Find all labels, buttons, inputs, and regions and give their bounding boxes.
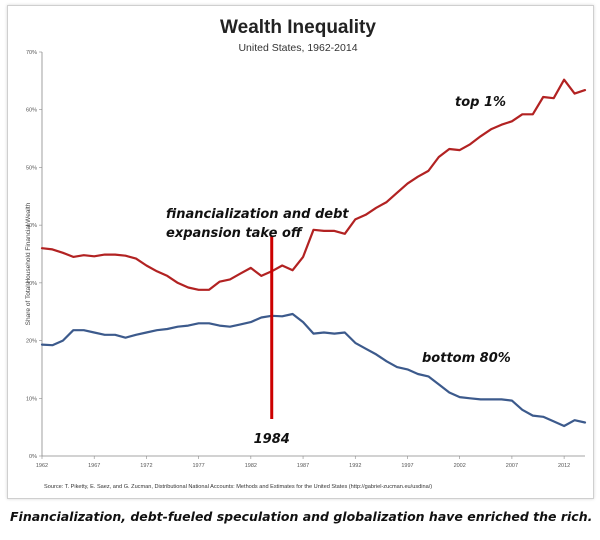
x-tick-label: 1992 bbox=[349, 463, 361, 469]
series-line-top-1pct bbox=[40, 78, 587, 291]
top-1pct-label: top 1% bbox=[455, 95, 506, 110]
x-tick-label: 1987 bbox=[297, 463, 309, 469]
x-tick-label: 2002 bbox=[454, 463, 466, 469]
y-tick-label: 20% bbox=[26, 339, 37, 345]
event-year-label: 1984 bbox=[254, 432, 290, 447]
x-tick-label: 1997 bbox=[401, 463, 413, 469]
chart-title: Wealth Inequality bbox=[220, 17, 376, 38]
chart-canvas: Wealth Inequality United States, 1962-20… bbox=[25, 17, 587, 490]
annotations-group: financialization and debt expansion take … bbox=[166, 95, 511, 447]
x-tick-label: 1977 bbox=[193, 463, 205, 469]
y-tick-label: 60% bbox=[26, 108, 37, 114]
event-annotation-line2: expansion take off bbox=[166, 226, 303, 241]
y-tick-label: 50% bbox=[26, 165, 37, 171]
y-tick-label: 40% bbox=[26, 223, 37, 229]
bottom-80pct-label: bottom 80% bbox=[422, 351, 511, 366]
event-annotation-line1: financialization and debt bbox=[166, 207, 349, 222]
y-tick-label: 30% bbox=[26, 281, 37, 287]
y-axis-label: Share of Total Household Financial Wealt… bbox=[25, 202, 32, 325]
x-tick-label: 1982 bbox=[245, 463, 257, 469]
y-tick-label: 70% bbox=[26, 50, 37, 56]
x-tick-label: 2012 bbox=[558, 463, 570, 469]
x-tick-label: 1972 bbox=[140, 463, 152, 469]
y-tick-label: 0% bbox=[29, 454, 37, 460]
series-line-bottom-80pct bbox=[40, 312, 587, 428]
axes-group: 0% 10% 20% 30% 40% 50% 60% 70% 1962 1967 1972 1977 1… bbox=[26, 50, 585, 469]
x-tick-label: 2007 bbox=[506, 463, 518, 469]
y-tick-label: 10% bbox=[26, 396, 37, 402]
series-group bbox=[40, 78, 587, 428]
chart-subtitle: United States, 1962-2014 bbox=[238, 42, 357, 54]
x-tick-label: 1962 bbox=[36, 463, 48, 469]
chart-frame: Wealth Inequality United States, 1962-20… bbox=[7, 5, 594, 499]
x-tick-label: 1967 bbox=[88, 463, 100, 469]
caption-text: Financialization, debt-fueled speculatio… bbox=[10, 509, 593, 524]
source-note: Source: T. Piketty, E. Saez, and G. Zucm… bbox=[44, 484, 432, 490]
